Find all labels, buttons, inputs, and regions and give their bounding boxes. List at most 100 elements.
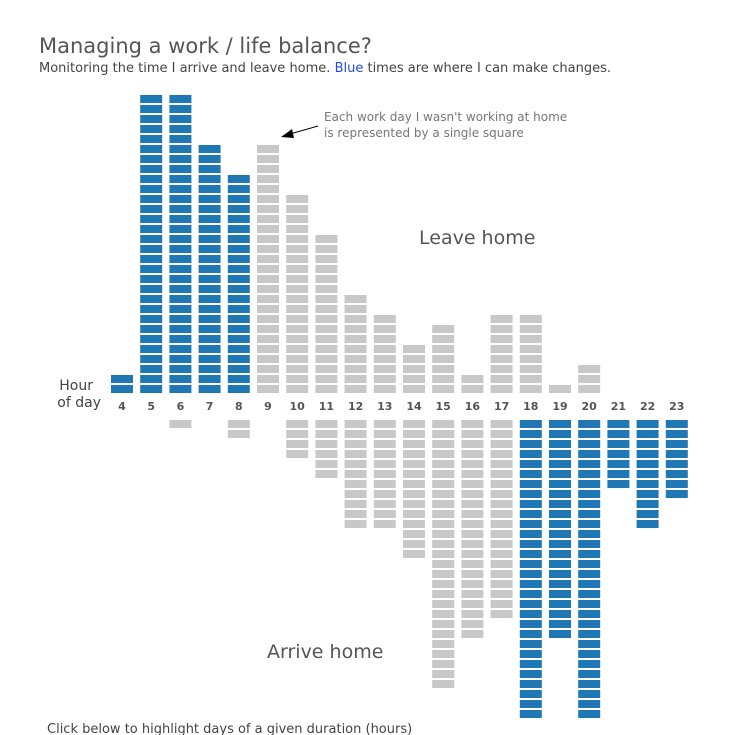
leave-day-square[interactable] xyxy=(169,355,192,363)
leave-day-square[interactable] xyxy=(373,315,396,323)
arrive-day-square[interactable] xyxy=(432,630,455,638)
leave-day-square[interactable] xyxy=(140,155,163,163)
arrive-day-square[interactable] xyxy=(461,470,484,478)
arrive-day-square[interactable] xyxy=(490,430,513,438)
arrive-day-square[interactable] xyxy=(578,450,601,458)
leave-day-square[interactable] xyxy=(461,385,484,393)
arrive-day-square[interactable] xyxy=(169,420,192,428)
arrive-day-square[interactable] xyxy=(665,430,688,438)
leave-day-square[interactable] xyxy=(257,335,279,343)
leave-day-square[interactable] xyxy=(315,295,338,303)
leave-day-square[interactable] xyxy=(169,365,192,373)
leave-day-square[interactable] xyxy=(198,315,221,323)
arrive-day-square[interactable] xyxy=(607,480,630,488)
arrive-day-square[interactable] xyxy=(519,510,542,518)
arrive-day-square[interactable] xyxy=(432,530,455,538)
arrive-day-square[interactable] xyxy=(665,490,688,498)
arrive-day-square[interactable] xyxy=(578,420,601,428)
arrive-day-square[interactable] xyxy=(315,440,338,448)
arrive-day-square[interactable] xyxy=(519,530,542,538)
leave-day-square[interactable] xyxy=(198,385,221,393)
leave-day-square[interactable] xyxy=(461,375,484,383)
leave-day-square[interactable] xyxy=(578,385,601,393)
arrive-day-square[interactable] xyxy=(519,580,542,588)
arrive-day-square[interactable] xyxy=(432,650,455,658)
arrive-day-square[interactable] xyxy=(636,490,659,498)
arrive-day-square[interactable] xyxy=(578,620,601,628)
arrive-day-square[interactable] xyxy=(665,450,688,458)
leave-day-square[interactable] xyxy=(227,235,250,243)
arrive-day-square[interactable] xyxy=(403,530,425,538)
arrive-day-square[interactable] xyxy=(315,450,338,458)
arrive-day-square[interactable] xyxy=(373,490,396,498)
leave-day-square[interactable] xyxy=(432,355,455,363)
leave-day-square[interactable] xyxy=(140,315,163,323)
leave-day-square[interactable] xyxy=(432,335,455,343)
arrive-day-square[interactable] xyxy=(519,460,542,468)
leave-day-square[interactable] xyxy=(140,275,163,283)
arrive-day-square[interactable] xyxy=(519,560,542,568)
arrive-day-square[interactable] xyxy=(519,650,542,658)
leave-day-square[interactable] xyxy=(198,185,221,193)
arrive-day-square[interactable] xyxy=(286,450,309,458)
leave-day-square[interactable] xyxy=(169,235,192,243)
arrive-day-square[interactable] xyxy=(403,520,425,528)
arrive-day-square[interactable] xyxy=(490,540,513,548)
leave-day-square[interactable] xyxy=(169,215,192,223)
leave-day-square[interactable] xyxy=(198,325,221,333)
arrive-day-square[interactable] xyxy=(519,440,542,448)
arrive-day-square[interactable] xyxy=(490,560,513,568)
arrive-day-square[interactable] xyxy=(636,520,659,528)
leave-day-square[interactable] xyxy=(257,175,279,183)
arrive-day-square[interactable] xyxy=(549,510,571,518)
arrive-day-square[interactable] xyxy=(549,450,571,458)
leave-day-square[interactable] xyxy=(257,155,279,163)
arrive-day-square[interactable] xyxy=(636,430,659,438)
arrive-day-square[interactable] xyxy=(373,480,396,488)
leave-day-square[interactable] xyxy=(315,355,338,363)
leave-day-square[interactable] xyxy=(373,325,396,333)
leave-day-square[interactable] xyxy=(198,235,221,243)
leave-day-square[interactable] xyxy=(169,255,192,263)
leave-day-square[interactable] xyxy=(257,195,279,203)
leave-day-square[interactable] xyxy=(373,335,396,343)
leave-day-square[interactable] xyxy=(140,355,163,363)
arrive-day-square[interactable] xyxy=(578,440,601,448)
arrive-day-square[interactable] xyxy=(344,420,367,428)
arrive-day-square[interactable] xyxy=(519,680,542,688)
leave-day-square[interactable] xyxy=(140,335,163,343)
arrive-day-square[interactable] xyxy=(344,440,367,448)
arrive-day-square[interactable] xyxy=(578,630,601,638)
leave-day-square[interactable] xyxy=(169,385,192,393)
arrive-day-square[interactable] xyxy=(519,620,542,628)
leave-day-square[interactable] xyxy=(315,275,338,283)
leave-day-square[interactable] xyxy=(432,385,455,393)
arrive-day-square[interactable] xyxy=(636,460,659,468)
leave-day-square[interactable] xyxy=(227,215,250,223)
leave-day-square[interactable] xyxy=(198,155,221,163)
arrive-day-square[interactable] xyxy=(461,450,484,458)
leave-day-square[interactable] xyxy=(490,385,513,393)
arrive-day-square[interactable] xyxy=(578,690,601,698)
arrive-day-square[interactable] xyxy=(432,490,455,498)
arrive-day-square[interactable] xyxy=(461,550,484,558)
arrive-day-square[interactable] xyxy=(344,510,367,518)
leave-day-square[interactable] xyxy=(286,215,309,223)
leave-day-square[interactable] xyxy=(169,345,192,353)
arrive-day-square[interactable] xyxy=(432,590,455,598)
arrive-day-square[interactable] xyxy=(519,490,542,498)
leave-day-square[interactable] xyxy=(373,355,396,363)
arrive-day-square[interactable] xyxy=(665,460,688,468)
leave-day-square[interactable] xyxy=(169,325,192,333)
leave-day-square[interactable] xyxy=(315,325,338,333)
arrive-day-square[interactable] xyxy=(373,470,396,478)
leave-day-square[interactable] xyxy=(344,315,367,323)
arrive-day-square[interactable] xyxy=(578,660,601,668)
leave-day-square[interactable] xyxy=(257,355,279,363)
leave-day-square[interactable] xyxy=(519,325,542,333)
leave-day-square[interactable] xyxy=(140,135,163,143)
leave-day-square[interactable] xyxy=(257,205,279,213)
leave-day-square[interactable] xyxy=(257,315,279,323)
leave-day-square[interactable] xyxy=(169,185,192,193)
leave-day-square[interactable] xyxy=(198,355,221,363)
